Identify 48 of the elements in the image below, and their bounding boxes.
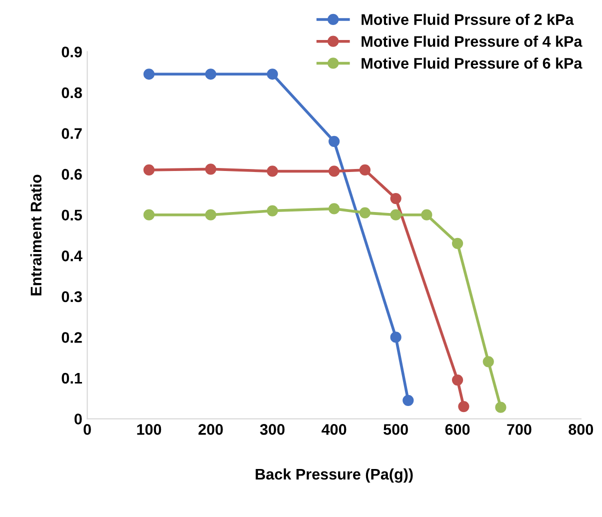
x-tick-label: 600	[445, 424, 470, 435]
point	[143, 68, 155, 80]
x-tick-label: 100	[137, 424, 162, 435]
x-tick-label: 700	[507, 424, 532, 435]
point	[452, 238, 464, 249]
point	[402, 394, 414, 406]
y-tick-label: 0	[74, 414, 82, 424]
y-axis-title: Entraiment Ratio	[30, 174, 42, 296]
x-tick-label: 400	[322, 424, 346, 435]
point	[452, 374, 464, 386]
point	[266, 205, 278, 216]
point	[205, 209, 216, 220]
point	[328, 203, 340, 214]
x-tick-label: 500	[384, 424, 408, 435]
y-tick-label: 0.4	[62, 250, 82, 262]
y-tick-label: 0.7	[62, 128, 82, 139]
y-tick-label: 0.8	[62, 87, 82, 98]
point	[482, 356, 494, 368]
y-tick-label: 0.6	[62, 168, 82, 180]
x-axis-title: Back Pressure (Pa(g))	[256, 468, 413, 483]
point	[495, 402, 506, 413]
x-tick-label: 300	[260, 424, 285, 435]
legend-label: Motive Fluid Pressure of 4 kPa	[362, 36, 582, 47]
point	[359, 207, 371, 218]
y-tick-label: 0.2	[62, 332, 82, 343]
point	[390, 209, 402, 220]
point	[205, 68, 216, 80]
y-tick-label: 0.1	[62, 372, 82, 384]
legend-label: Motive Fluid Pressure of 6 kPa	[362, 58, 582, 69]
point	[359, 164, 371, 176]
point	[328, 166, 340, 177]
legend-label: Motive Fluid Prssure of 2 kPa	[362, 14, 574, 25]
x-tick-label: 200	[198, 424, 223, 435]
point	[390, 332, 402, 343]
x-tick-label: 800	[568, 424, 594, 435]
point	[143, 164, 155, 176]
point	[328, 136, 340, 147]
y-tick-label: 0.9	[62, 46, 82, 58]
point	[205, 164, 216, 175]
point	[266, 166, 278, 177]
y-tick-label: 0.5	[62, 210, 82, 221]
point	[266, 68, 278, 80]
y-tick-label: 0.3	[62, 291, 82, 302]
point	[143, 209, 155, 220]
x-tick-label: 0	[84, 424, 91, 435]
point	[458, 400, 470, 412]
point	[390, 192, 402, 204]
point	[421, 209, 432, 220]
